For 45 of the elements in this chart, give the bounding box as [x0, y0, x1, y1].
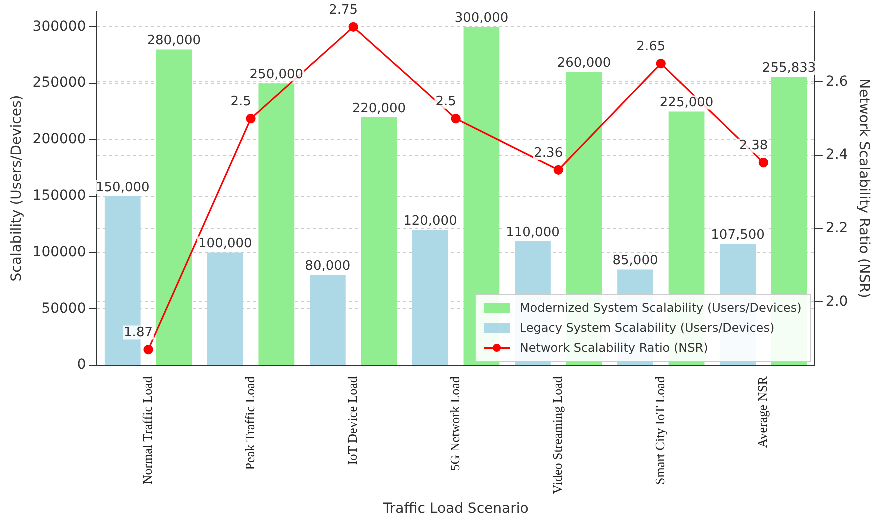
data-label: 2.75	[329, 3, 358, 18]
data-label: 2.5	[436, 94, 456, 110]
y2-tick-label: 2.4	[826, 147, 848, 164]
data-label: 110,000	[506, 225, 560, 240]
x-tick-label: IoT Device Load	[344, 376, 360, 466]
data-label: 2.38	[739, 138, 768, 154]
x-tick-label: Smart City IoT Load	[652, 376, 668, 486]
y-tick-label: 100000	[32, 244, 86, 260]
y-tick-label: 150000	[32, 188, 86, 204]
y2-axis-title: Network Scalability Ratio (NSR)	[856, 78, 872, 298]
data-label: 220,000	[352, 101, 406, 116]
data-label: 260,000	[557, 56, 612, 72]
data-label: 2.5	[230, 94, 252, 110]
y-tick-label: 50000	[42, 300, 86, 317]
x-tick-label: Normal Traffic Load	[140, 376, 155, 485]
x-tick-label: Video Streaming Load	[550, 376, 566, 494]
y-tick-label: 0	[77, 357, 86, 374]
x-tick-label: 5G Network Load	[448, 376, 463, 472]
data-label: 1.87	[124, 326, 153, 341]
y2-tick-label: 2.6	[826, 74, 848, 90]
data-label: 120,000	[404, 214, 458, 230]
data-label: 2.65	[636, 40, 666, 55]
data-label: 85,000	[612, 254, 658, 269]
y2-tick-label: 2.0	[826, 294, 848, 310]
y-tick-label: 250000	[32, 75, 86, 92]
data-label: 225,000	[660, 96, 714, 111]
y2-tick-label: 2.2	[826, 220, 848, 236]
y-axis-title: Scalability (Users/Devices)	[9, 95, 26, 282]
data-label: 250,000	[250, 67, 304, 82]
y-tick-label: 200000	[32, 132, 86, 148]
data-label: 300,000	[454, 11, 509, 26]
y-tick-label: 300000	[32, 18, 86, 35]
data-label: 80,000	[305, 259, 351, 274]
legend-label: Modernized System Scalability (Users/Devices)	[520, 300, 802, 315]
data-label: 255,833	[762, 60, 816, 76]
data-label: 150,000	[96, 180, 150, 196]
x-tick-label: Peak Traffic Load	[242, 376, 258, 470]
legend-label: Legacy System Scalability (Users/Devices)	[520, 320, 775, 335]
data-label: 2.36	[534, 146, 564, 162]
data-label: 280,000	[147, 34, 202, 49]
x-tick-label: Average NSR	[755, 376, 770, 448]
x-axis-title: Traffic Load Scenario	[382, 501, 529, 518]
legend-label: Network Scalability Ratio (NSR)	[520, 340, 708, 355]
data-label: 100,000	[198, 236, 252, 252]
data-label: 107,500	[711, 228, 765, 244]
